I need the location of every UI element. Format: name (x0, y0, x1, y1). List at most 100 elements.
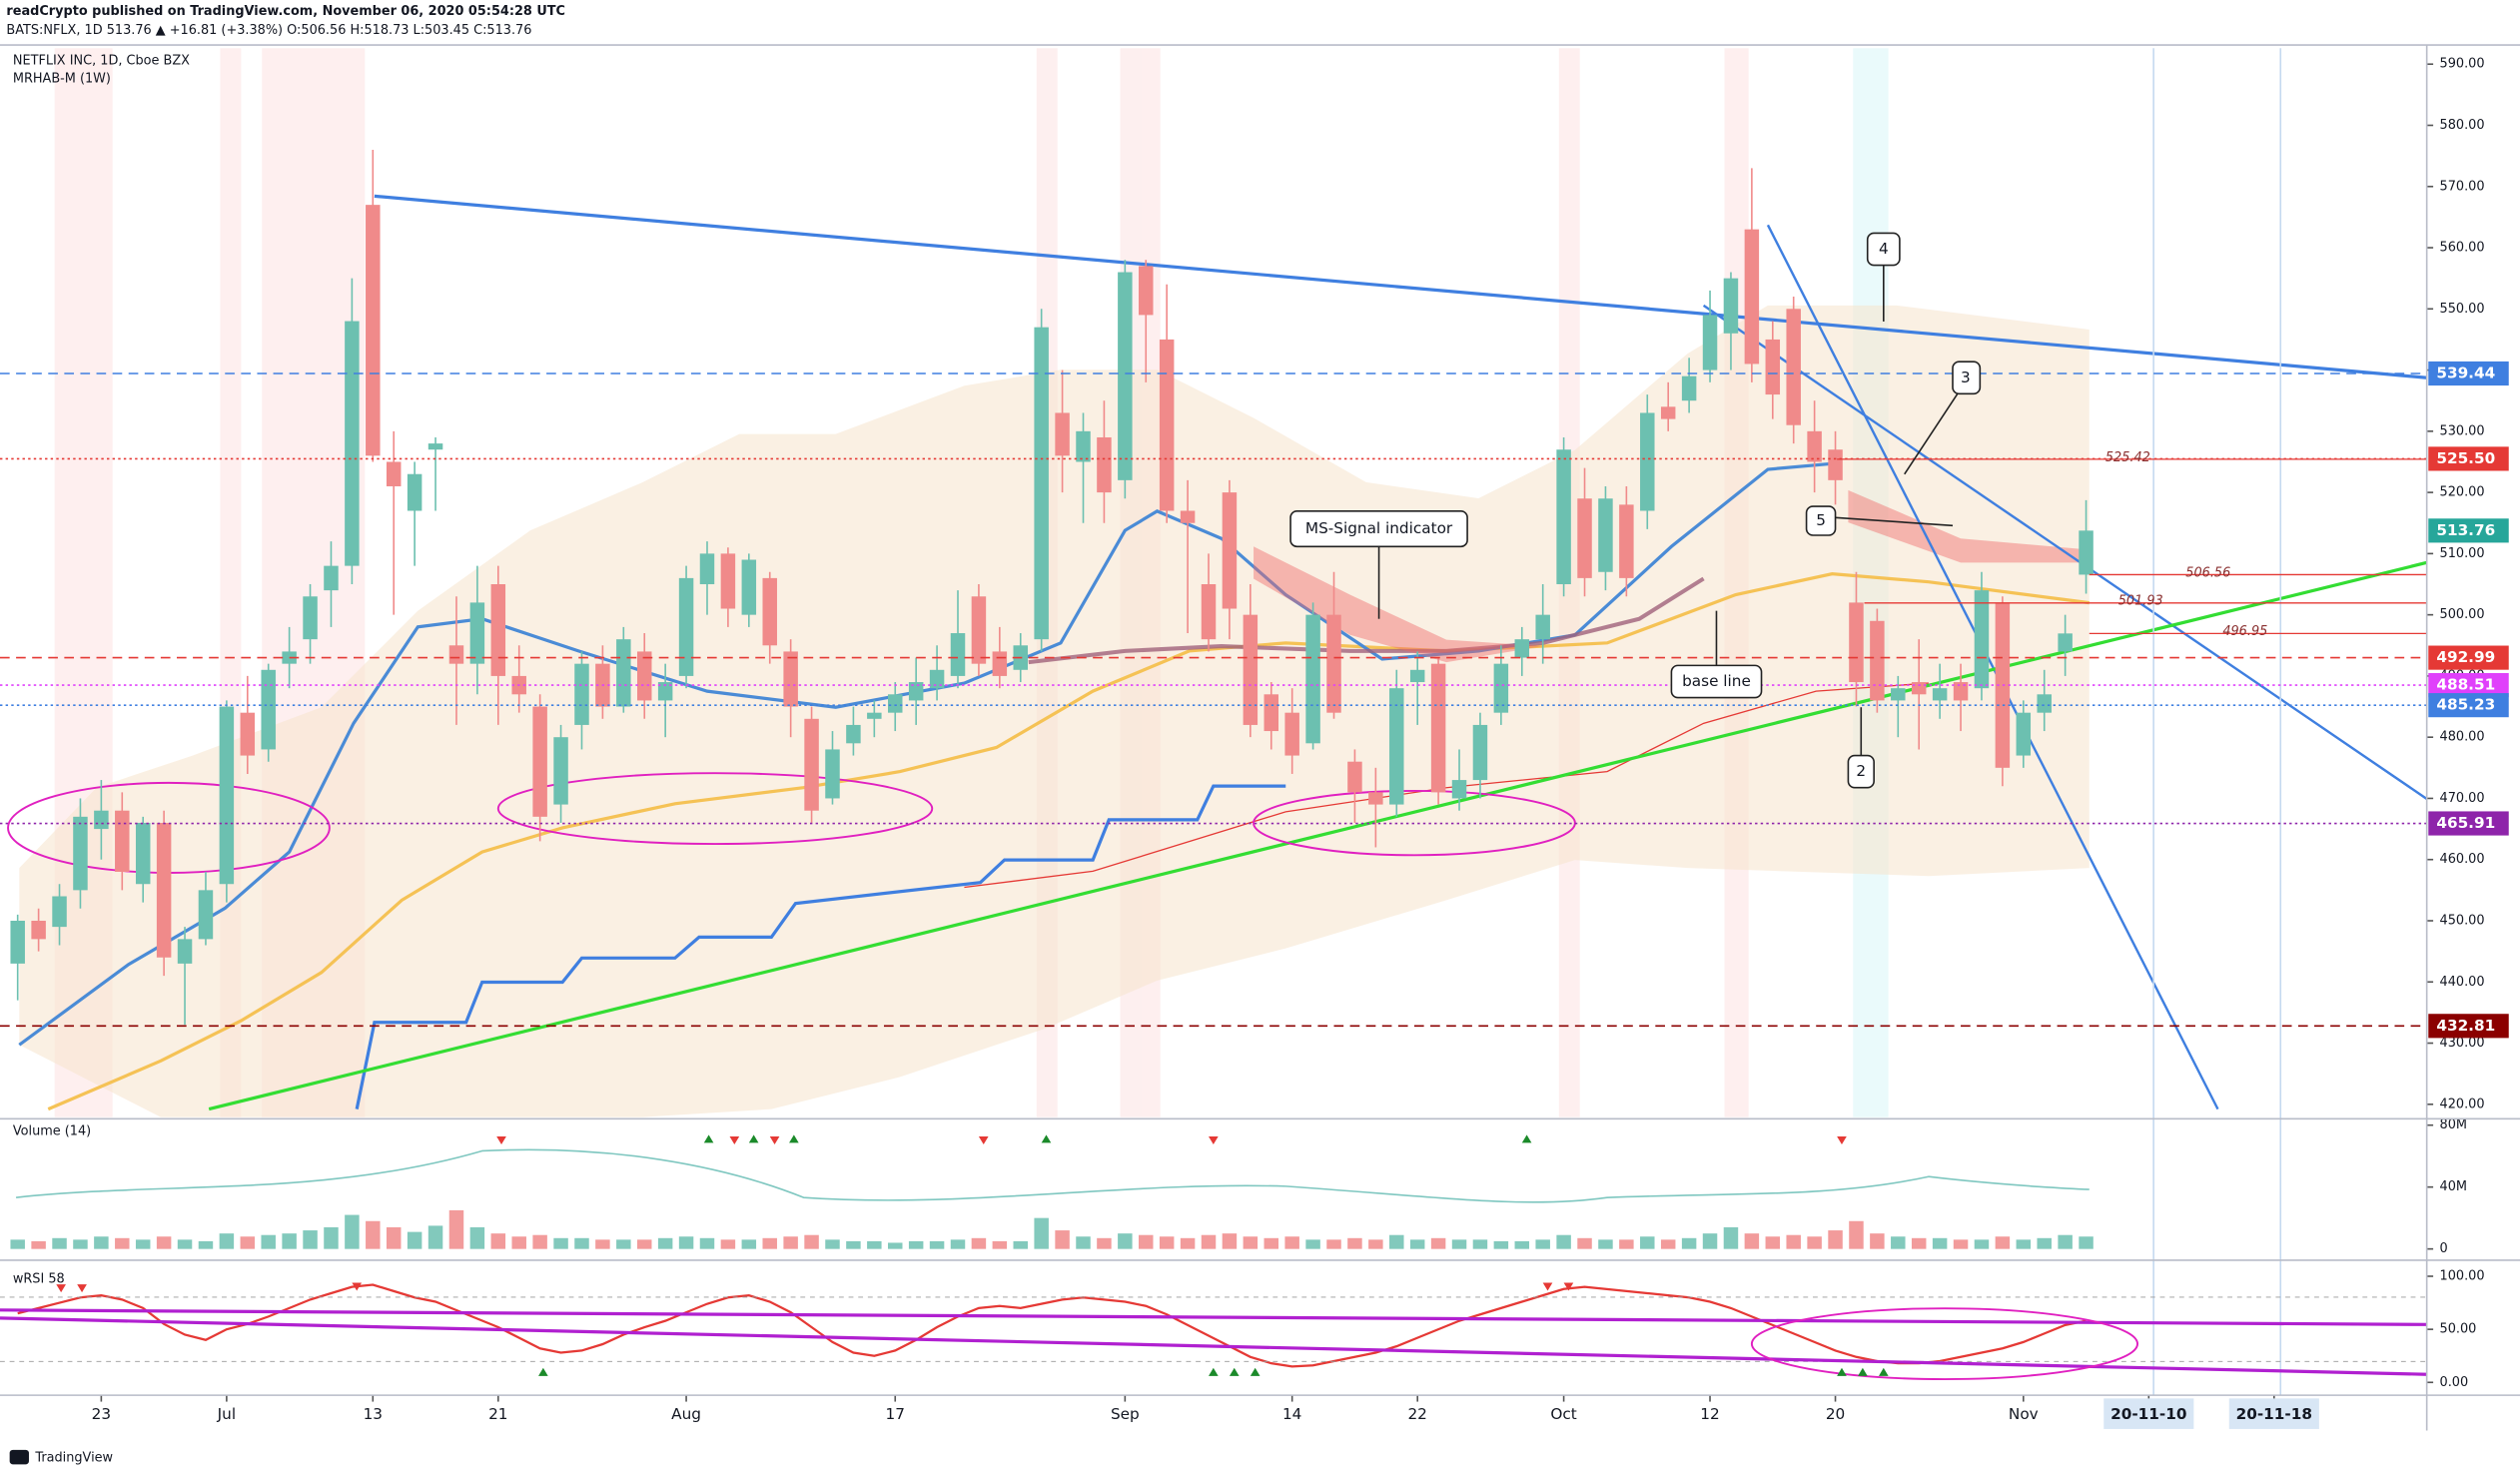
candle-body (366, 205, 381, 456)
volume-bar (1577, 1237, 1592, 1249)
volume-bar (1974, 1239, 1990, 1249)
volume-bar (595, 1239, 610, 1249)
y-tick-label: 550.00 (2440, 302, 2485, 317)
volume-bar (282, 1233, 297, 1249)
volume-bar (1159, 1236, 1175, 1249)
candle-body (553, 737, 568, 805)
trend-line (208, 560, 2428, 1111)
y-tick-label: 470.00 (2440, 791, 2485, 806)
x-tick-label: 23 (92, 1405, 111, 1423)
callout-pointer (1835, 516, 1954, 527)
volume-bar (1409, 1239, 1425, 1249)
volume-bar (198, 1240, 214, 1249)
y-tick-label: 440.00 (2440, 975, 2485, 990)
candle-body (448, 645, 464, 664)
y-tick-label: 420.00 (2440, 1097, 2485, 1111)
candle-body (616, 639, 631, 707)
volume-bar (1995, 1236, 2011, 1249)
volume-bar (2016, 1239, 2032, 1249)
y-tick-label: 530.00 (2440, 423, 2485, 438)
ribbon (1254, 489, 2090, 663)
candle-body (908, 682, 924, 701)
candle-body (1159, 339, 1175, 511)
candle-body (177, 939, 193, 964)
volume-bar (1828, 1230, 1843, 1249)
y-tick-label: 520.00 (2440, 485, 2485, 500)
candle-body (1953, 682, 1969, 701)
volume-bar (1347, 1237, 1362, 1249)
symbol-line: BATS:NFLX, 1D 513.76 ▲ +16.81 (+3.38%) O… (6, 23, 531, 38)
callout-pointer (1904, 392, 1959, 475)
candle-body (52, 896, 67, 928)
candle-body (1744, 229, 1760, 365)
candle-body (1849, 602, 1864, 683)
volume-bar (1076, 1236, 1091, 1249)
candle-body (1702, 315, 1718, 370)
volume-bar (1849, 1220, 1864, 1249)
candle-body (261, 669, 276, 750)
candle-body (1640, 412, 1655, 511)
volume-bar (1535, 1239, 1550, 1249)
x-tick-label: Oct (1550, 1405, 1576, 1423)
trend-line (1702, 304, 2428, 800)
candle-body (198, 890, 214, 940)
callouts: MS-Signal indicator base line 2 3 4 5 NE… (9, 54, 1982, 1465)
candle-body (971, 596, 987, 664)
volume-bar (1891, 1236, 1906, 1249)
volume-bar (490, 1233, 506, 1249)
candle-body (1974, 590, 1990, 689)
candle-body (804, 718, 819, 811)
candle-body (10, 920, 25, 964)
x-tick-label: 20 (1826, 1405, 1845, 1423)
candle-body (699, 553, 715, 585)
level-label: 539.44 (2436, 364, 2495, 381)
candle-body (825, 749, 840, 799)
y-tick-label: 460.00 (2440, 852, 2485, 867)
volume-bar (1013, 1240, 1028, 1249)
volume-bar (1430, 1237, 1446, 1249)
candle-body (762, 577, 777, 646)
candle-body (1034, 327, 1049, 640)
volume-average (16, 1148, 2090, 1203)
candle-body (156, 822, 172, 958)
pane-title: Volume (14) (13, 1124, 91, 1139)
volume-bar (135, 1239, 151, 1249)
x-tick-label: 20-11-18 (2236, 1405, 2312, 1423)
volume-bar (657, 1237, 673, 1249)
candle-body (929, 669, 945, 689)
volume-bar (1139, 1234, 1154, 1249)
candle-body (1409, 669, 1425, 683)
candle-body (1870, 620, 1885, 701)
x-tick-label: Sep (1111, 1405, 1140, 1423)
highlight-ellipse (496, 772, 934, 846)
y-tick-label: 0 (2440, 1241, 2448, 1256)
trend-line (374, 194, 2427, 379)
volume-bar (1055, 1230, 1070, 1249)
level-label: 465.91 (2436, 814, 2495, 832)
volume-bar (929, 1240, 945, 1249)
volume-bar (1222, 1233, 1238, 1249)
volume-bar (73, 1239, 88, 1249)
level-label: 488.51 (2436, 676, 2495, 694)
candle-body (1786, 309, 1801, 425)
volume-bar (804, 1234, 819, 1249)
step-line (964, 682, 1929, 889)
candle-body (31, 920, 46, 940)
candle-body (657, 682, 673, 701)
candle-body (1556, 449, 1571, 585)
volume-bar (345, 1214, 360, 1249)
volume-bar (52, 1237, 67, 1249)
candle-body (1514, 639, 1530, 658)
volume-bar (699, 1237, 715, 1249)
volume-bar (1514, 1240, 1530, 1249)
candle-body (427, 443, 443, 450)
candle-body (1139, 266, 1154, 316)
level-label-box (2428, 1014, 2509, 1039)
candle-body (1472, 724, 1488, 781)
volume-bar (950, 1239, 966, 1249)
volume-bar (386, 1226, 402, 1249)
level-label-box (2428, 518, 2509, 543)
rsi-line (17, 1283, 2087, 1368)
pane-subtitle: MRHAB-M (1W) (13, 71, 111, 86)
y-tick-label: 580.00 (2440, 118, 2485, 133)
